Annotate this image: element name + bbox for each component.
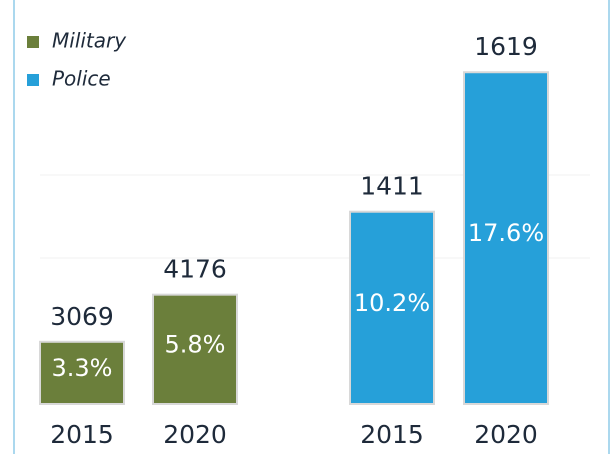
x-tick-label: 2015 [360,420,424,449]
bar-count-label: 3069 [50,302,114,331]
x-tick-label: 2020 [474,420,538,449]
x-tick-label: 2020 [163,420,227,449]
bar [39,340,125,406]
bar-count-label: 4176 [163,255,227,284]
bar [152,293,238,406]
bar-value-label: 5.8% [165,330,226,358]
x-tick-label: 2015 [50,420,114,449]
bar [463,71,549,406]
bar-value-label: 17.6% [468,219,544,247]
legend-swatch [27,36,39,48]
bar-value-label: 3.3% [52,354,113,382]
legend-swatch [27,74,39,86]
bar-count-label: 1411 [360,172,424,201]
bar [349,210,435,405]
bar-count-label: 1619 [474,32,538,61]
legend-label: Police [52,67,111,91]
bar-value-label: 10.2% [354,289,430,317]
legend-label: Military [52,29,127,53]
